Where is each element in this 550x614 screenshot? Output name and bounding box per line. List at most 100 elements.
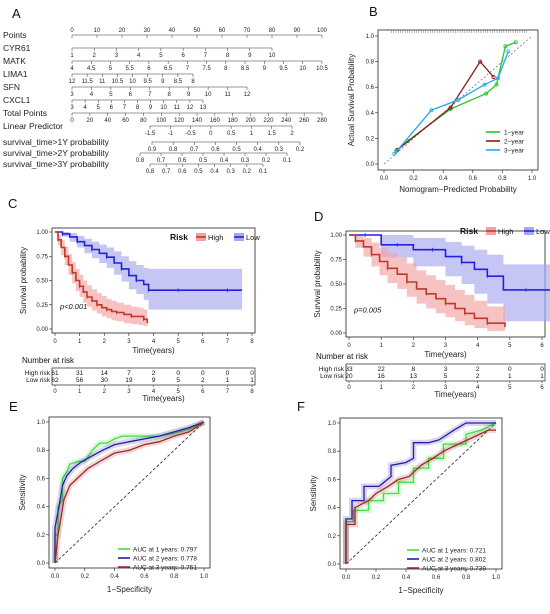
number-at-risk-value: 62 xyxy=(51,377,59,384)
nomogram-tick-label: 0.2 xyxy=(296,147,305,153)
x-tick-label: 1.0 xyxy=(528,176,537,182)
nomogram-tick-label: 9.5 xyxy=(279,66,288,72)
survival-curve-high xyxy=(55,231,149,324)
number-at-risk-value: 56 xyxy=(76,377,84,384)
nomogram-tick-label: 50 xyxy=(194,28,201,34)
nomogram-tick-label: 0.3 xyxy=(227,169,236,175)
nomogram-tick-label: 0.7 xyxy=(190,147,199,153)
panel-letter-d: D xyxy=(314,209,323,224)
nomogram-tick-label: 0.5 xyxy=(199,158,208,164)
nomogram-tick-label: 8 xyxy=(168,92,172,98)
x-tick-label: 0.4 xyxy=(439,176,448,182)
number-at-risk-value: 5 xyxy=(176,377,180,384)
nomogram-tick-label: 9 xyxy=(187,92,191,98)
nomogram-tick-label: 3 xyxy=(70,105,74,111)
x-tick-label: 3 xyxy=(444,343,448,349)
nomogram-tick-label: 0.8 xyxy=(136,158,145,164)
number-at-risk-value: 1 xyxy=(250,377,254,384)
nomogram-tick-label: 160 xyxy=(210,118,221,124)
x-tick-label: 5 xyxy=(508,343,512,349)
x-tick-label: 6 xyxy=(201,339,205,345)
nomogram-tick-label: 7 xyxy=(186,66,190,72)
nomogram-tick-label: 7 xyxy=(204,53,208,59)
nomogram-tick-label: 0.8 xyxy=(169,147,178,153)
y-tick-label: 0.4 xyxy=(37,505,46,511)
x-tick-label: 0.6 xyxy=(140,574,149,580)
survival-curve-low xyxy=(349,234,550,291)
nomogram-tick-label: 5 xyxy=(159,53,163,59)
x-tick-label: 2 xyxy=(103,339,107,345)
calibration-point xyxy=(484,91,489,96)
number-at-risk-value: 16 xyxy=(378,373,386,380)
nomogram-tick-label: 260 xyxy=(299,118,310,124)
x-tick-label: 4 xyxy=(152,339,156,345)
number-at-risk-value: 31 xyxy=(76,370,84,377)
y-axis-title: Sensitivity xyxy=(18,474,27,510)
number-at-risk-value: 0 xyxy=(176,370,180,377)
nomogram-tick-label: 0.7 xyxy=(157,158,166,164)
x-tick-label: 8 xyxy=(250,339,254,345)
nomogram-tick-label: -0.5 xyxy=(185,131,196,137)
legend-label: 3−year xyxy=(504,148,525,155)
number-at-risk-value: 20 xyxy=(345,373,353,380)
nomogram-tick-label: 10 xyxy=(269,53,276,59)
reference-diagonal xyxy=(54,421,205,564)
x-tick-label: 0.8 xyxy=(462,575,471,581)
legend-label: High xyxy=(208,233,223,242)
nomogram-tick-label: 11 xyxy=(174,105,181,111)
number-at-risk-value: 1 xyxy=(226,377,230,384)
x-tick-label: 0.0 xyxy=(380,176,389,182)
number-at-risk-value: 7 xyxy=(127,370,131,377)
nar-tick-label: 2 xyxy=(103,389,107,395)
number-at-risk-value: 0 xyxy=(540,366,544,373)
nar-x-axis-title: Time(years) xyxy=(142,394,185,403)
confidence-band-low xyxy=(55,232,243,310)
x-tick-label: 0.2 xyxy=(372,575,381,581)
roc-panel-training: 0.0 0.2 0.4 0.6 0.8 1.0 0.0 0.2 0.4 0.6 0.8 1.0 1−Sp… xyxy=(18,416,211,594)
nomogram-tick-label: 0 xyxy=(209,131,213,137)
number-at-risk-value: 1 xyxy=(540,373,544,380)
number-at-risk-row-label: Low risk xyxy=(320,373,345,380)
nomogram-tick-label: 20 xyxy=(119,28,126,34)
roc-curve-band xyxy=(343,427,496,564)
legend-label: Low xyxy=(246,233,260,242)
x-tick-label: 0.2 xyxy=(81,574,90,580)
x-axis-title: Time(years) xyxy=(132,346,175,355)
panel-letter-f: F xyxy=(297,399,305,414)
number-at-risk-value: 2 xyxy=(152,370,156,377)
number-at-risk-value: 13 xyxy=(410,373,418,380)
y-axis-title: Survival probability xyxy=(313,250,322,317)
nar-tick-label: 1 xyxy=(78,389,82,395)
nar-tick-label: 4 xyxy=(476,385,480,391)
nomogram-tick-label: 0.3 xyxy=(241,158,250,164)
y-tick-label: 0.0 xyxy=(366,162,375,168)
y-tick-label: 0.8 xyxy=(366,60,375,66)
nomogram-tick-label: 6.5 xyxy=(164,66,173,72)
nomogram-tick-label: 7 xyxy=(123,105,127,111)
x-tick-label: 0.2 xyxy=(409,176,418,182)
nomogram-tick-label: 60 xyxy=(219,28,226,34)
nomogram-tick-label: 30 xyxy=(144,28,151,34)
x-tick-label: 5 xyxy=(176,339,180,345)
y-tick-label: 0.4 xyxy=(366,111,375,117)
nar-tick-label: 8 xyxy=(250,389,254,395)
calibration-line-1 xyxy=(395,41,516,152)
nomogram-tick-label: 8 xyxy=(224,66,228,72)
x-axis-title: 1−Specificity xyxy=(398,586,443,595)
x-tick-label: 0.4 xyxy=(110,574,119,580)
nomogram-tick-label: 0.2 xyxy=(262,158,271,164)
nar-tick-label: 6 xyxy=(201,389,205,395)
calibration-point xyxy=(455,98,460,103)
calibration-panel: 0.0 0.2 0.4 0.6 0.8 1.0 0.0 0.2 0.4 0.6 0.8 1.0 Nomo… xyxy=(347,29,539,194)
confidence-band-high xyxy=(349,235,505,332)
calibration-point xyxy=(494,82,499,87)
y-tick-label: 0.0 xyxy=(37,561,46,567)
nomogram-tick-label: 4 xyxy=(70,66,74,72)
number-at-risk-value: 3 xyxy=(444,366,448,373)
nomogram-row-label: Points xyxy=(3,30,27,40)
nar-tick-label: 2 xyxy=(412,385,416,391)
nomogram-tick-label: 5.5 xyxy=(126,66,135,72)
nomogram-tick-label: 13 xyxy=(200,105,207,111)
nomogram-tick-label: 0.8 xyxy=(146,169,155,175)
